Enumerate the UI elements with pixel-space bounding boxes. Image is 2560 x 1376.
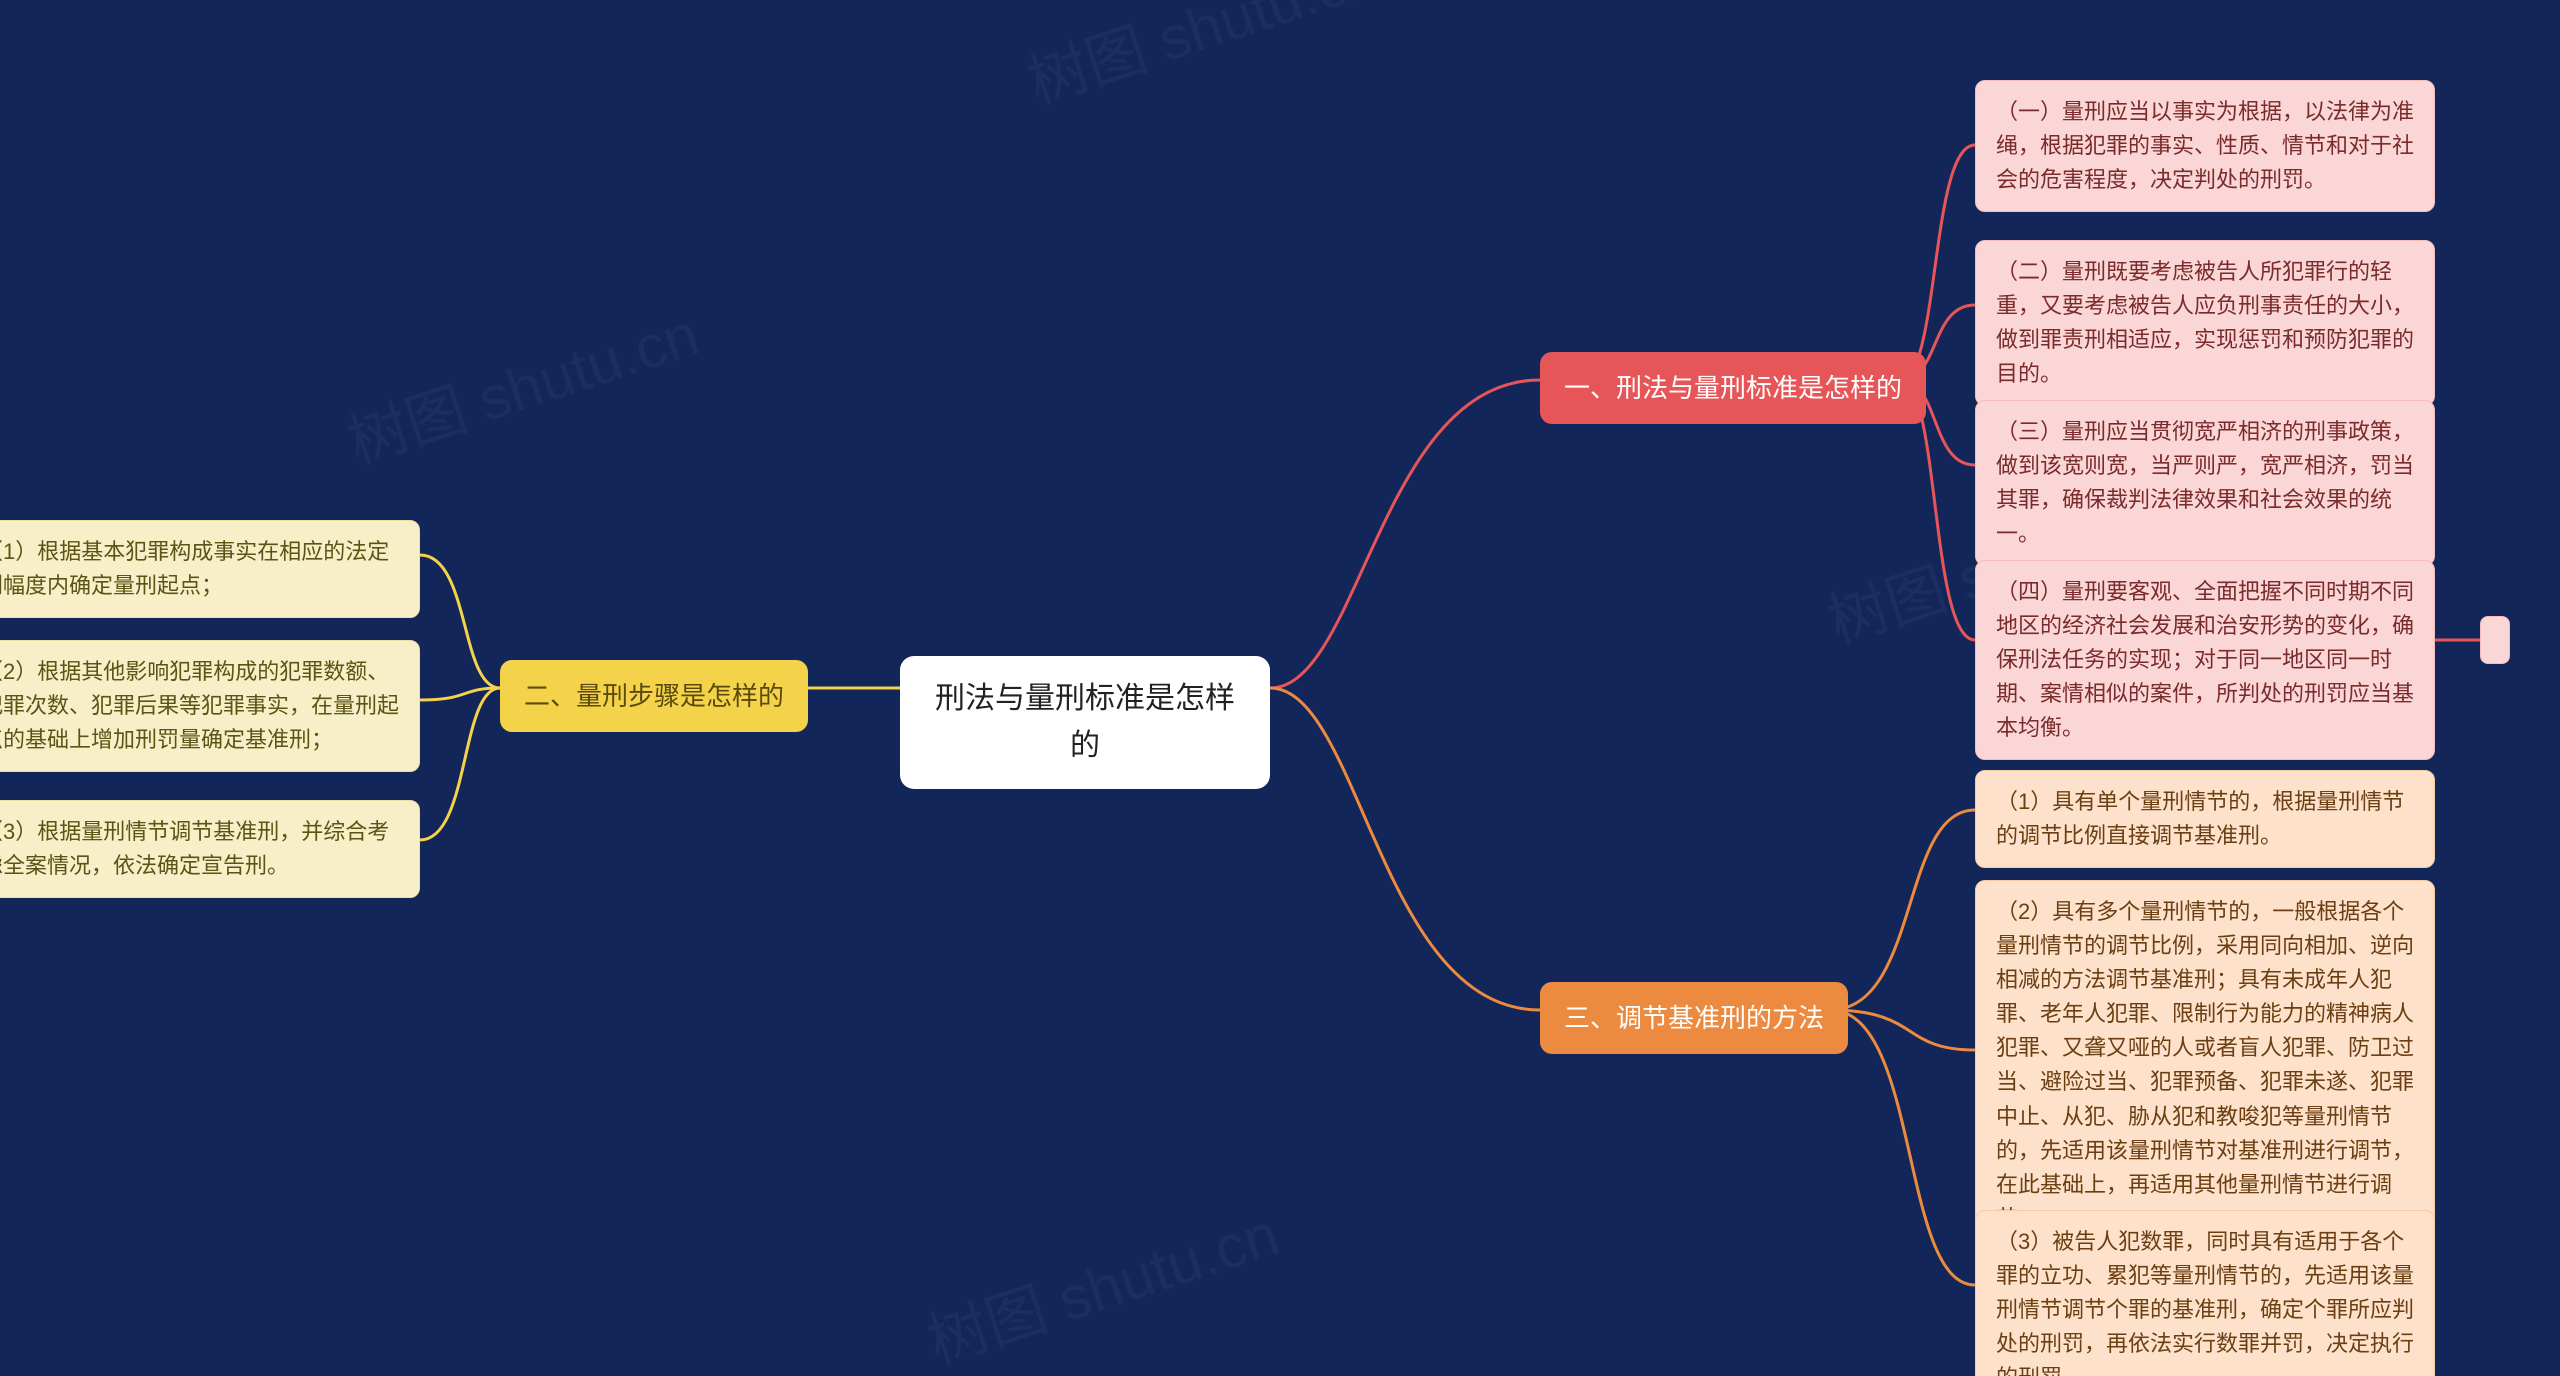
- branch-3-leaf-1: （1）具有单个量刑情节的，根据量刑情节的调节比例直接调节基准刑。: [1975, 770, 2435, 868]
- branch-2-leaf-1: （1）根据基本犯罪构成事实在相应的法定刑幅度内确定量刑起点；: [0, 520, 420, 618]
- branch-1-leaf-1: （一）量刑应当以事实为根据，以法律为准绳，根据犯罪的事实、性质、情节和对于社会的…: [1975, 80, 2435, 212]
- branch-3-leaf-3: （3）被告人犯数罪，同时具有适用于各个罪的立功、累犯等量刑情节的，先适用该量刑情…: [1975, 1210, 2435, 1376]
- branch-1-leaf-3: （三）量刑应当贯彻宽严相济的刑事政策，做到该宽则宽，当严则严，宽严相济，罚当其罪…: [1975, 400, 2435, 566]
- side-pad: [2480, 616, 2510, 664]
- branch-1-leaf-4: （四）量刑要客观、全面把握不同时期不同地区的经济社会发展和治安形势的变化，确保刑…: [1975, 560, 2435, 760]
- branch-1-leaf-2: （二）量刑既要考虑被告人所犯罪行的轻重，又要考虑被告人应负刑事责任的大小，做到罪…: [1975, 240, 2435, 406]
- branch-3-leaf-2: （2）具有多个量刑情节的，一般根据各个量刑情节的调节比例，采用同向相加、逆向相减…: [1975, 880, 2435, 1251]
- branch-1: 一、刑法与量刑标准是怎样的: [1540, 352, 1926, 424]
- watermark: 树图 shutu.cn: [335, 286, 708, 481]
- branch-3: 三、调节基准刑的方法: [1540, 982, 1848, 1054]
- root-node: 刑法与量刑标准是怎样的: [900, 656, 1270, 789]
- branch-2: 二、量刑步骤是怎样的: [500, 660, 808, 732]
- watermark: 树图 shutu.cn: [1015, 0, 1388, 121]
- branch-2-leaf-3: （3）根据量刑情节调节基准刑，并综合考虑全案情况，依法确定宣告刑。: [0, 800, 420, 898]
- branch-2-leaf-2: （2）根据其他影响犯罪构成的犯罪数额、犯罪次数、犯罪后果等犯罪事实，在量刑起点的…: [0, 640, 420, 772]
- watermark: 树图 shutu.cn: [915, 1186, 1288, 1376]
